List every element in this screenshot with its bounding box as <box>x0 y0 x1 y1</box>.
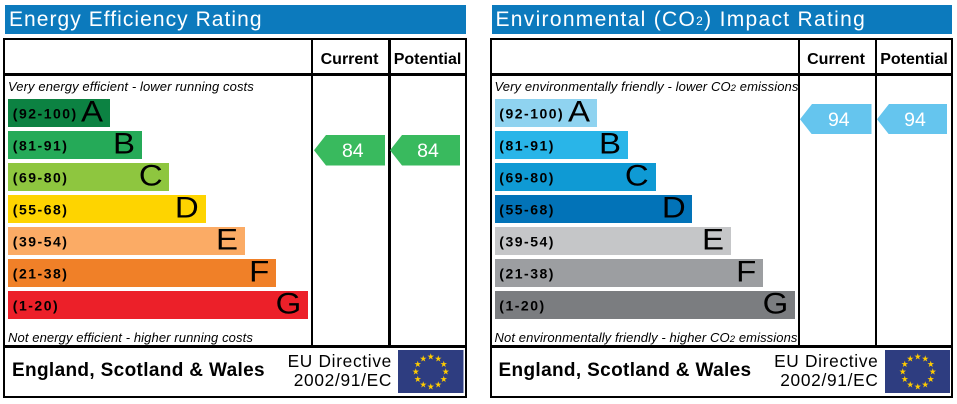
svg-text:84: 84 <box>342 140 364 162</box>
svg-text:94: 94 <box>904 108 926 130</box>
svg-text:94: 94 <box>828 108 850 130</box>
svg-text:84: 84 <box>418 140 440 162</box>
